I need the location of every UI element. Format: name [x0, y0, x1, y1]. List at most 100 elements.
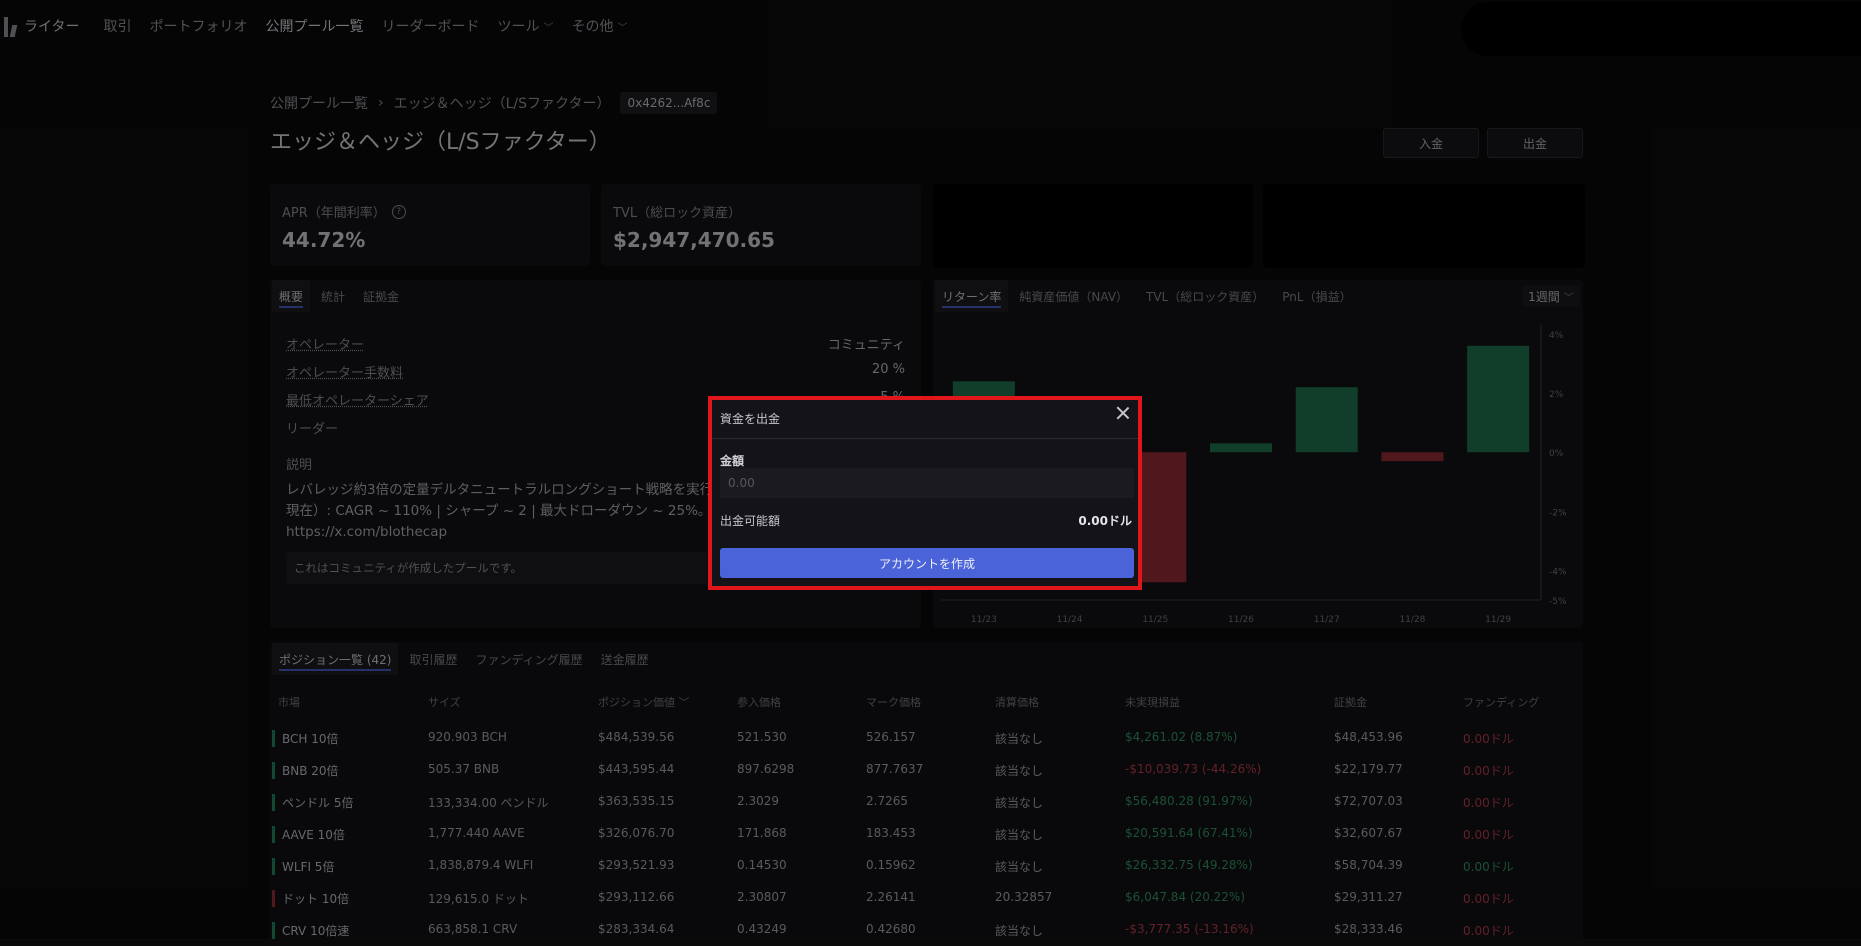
cell-market[interactable]: AAVE 10倍 [272, 826, 345, 843]
cell-funding: 0.00ドル [1463, 732, 1514, 746]
cell-market[interactable]: ペンドル 5倍 [272, 794, 353, 811]
table-row[interactable]: WLFI 5倍 1,838,879.4 WLFI $293,521.93 0.1453… [270, 850, 1583, 882]
deposit-button[interactable]: 入金 [1383, 128, 1479, 158]
table-row[interactable]: CRV 10倍速 663,858.1 CRV $283,334.64 0.43249 0… [270, 914, 1583, 946]
cell-value: $293,521.93 [598, 858, 675, 872]
nav-item-public-pools[interactable]: 公開プール一覧 [265, 19, 364, 35]
breadcrumb-current: エッジ＆ヘッジ（L/Sファクター） [393, 96, 611, 112]
cell-margin: $32,607.67 [1334, 826, 1403, 840]
description-text: レバレッジ約3倍の定量デルタニュートラルロングショート戦略を実行しています。 現… [286, 480, 896, 543]
cell-mark: 0.42680 [866, 922, 916, 936]
cell-market[interactable]: BNB 20倍 [272, 762, 339, 779]
col-margin[interactable]: 証拠金 [1334, 696, 1367, 709]
cell-funding: 0.00ドル [1463, 892, 1514, 906]
tab-margin[interactable]: 証拠金 [363, 289, 400, 304]
fee-label[interactable]: オペレーター手数料 [286, 366, 404, 381]
chevron-down-icon: ﹀ [678, 696, 690, 709]
cell-size: 129,615.0 ドット [428, 892, 529, 906]
description-link[interactable]: https://x.com/blothecap [286, 524, 448, 540]
period-select[interactable]: 1週間 ﹀ [1522, 285, 1580, 307]
modal-title: 資金を出金 [720, 412, 781, 426]
page-title: エッジ＆ヘッジ（L/Sファクター） [270, 130, 611, 155]
table-row[interactable]: ペンドル 5倍 133,334.00 ペンドル $363,535.15 2.3029 2… [270, 786, 1583, 818]
col-mark[interactable]: マーク価格 [866, 696, 921, 709]
amount-label: 金額 [720, 454, 745, 468]
operator-label[interactable]: オペレーター [286, 338, 365, 353]
account-area[interactable] [1461, 2, 1861, 56]
cell-liq: 該当なし [995, 860, 1044, 874]
logo[interactable]: ライター [4, 15, 79, 37]
y-tick-label: -4% [1549, 567, 1567, 577]
cell-market[interactable]: ドット 10倍 [272, 890, 349, 907]
chart-tabs: リターン率 純資産価値（NAV） TVL（総ロック資産） PnL（損益） [935, 280, 1359, 312]
chevron-down-icon: ﹀ [617, 22, 628, 34]
tab-pnl[interactable]: PnL（損益） [1282, 289, 1352, 304]
cell-size: 1,777.440 AAVE [428, 826, 525, 840]
cell-funding: 0.00ドル [1463, 764, 1514, 778]
apr-label: APR（年間利率） [282, 206, 386, 221]
table-row[interactable]: BCH 10倍 920.903 BCH $484,539.56 521.530 526.… [270, 722, 1583, 754]
close-icon[interactable] [1116, 406, 1130, 420]
col-size[interactable]: サイズ [428, 696, 461, 709]
nav-item-more[interactable]: その他 ﹀ [571, 16, 627, 36]
fee-row: オペレーター手数料 20 % [286, 362, 905, 381]
col-entry[interactable]: 参入価格 [737, 696, 781, 709]
tab-return-rate[interactable]: リターン率 [935, 280, 1009, 312]
tab-trade-history[interactable]: 取引履歴 [409, 652, 458, 667]
nav-item-tools-label: ツール [497, 19, 540, 35]
col-position-value[interactable]: ポジション価値 ﹀ [598, 694, 690, 710]
cell-market[interactable]: WLFI 5倍 [272, 858, 334, 875]
x-tick-label: 11/26 [1228, 615, 1254, 625]
cell-value: $443,595.44 [598, 762, 675, 776]
description-label: 説明 [286, 458, 313, 473]
tvl-value: $2,947,470.65 [613, 228, 775, 252]
x-tick-label: 11/28 [1399, 615, 1425, 625]
col-liq[interactable]: 清算価格 [995, 696, 1039, 709]
nav-item-portfolio[interactable]: ポートフォリオ [149, 19, 248, 35]
amount-input[interactable] [720, 468, 1134, 498]
positions-panel: ポジション一覧 (42) 取引履歴 ファンディング履歴 送金履歴 市場 サイズ … [270, 642, 1583, 939]
cell-mark: 2.7265 [866, 794, 908, 808]
tab-transfer-history[interactable]: 送金履歴 [600, 652, 649, 667]
cell-entry: 171.868 [737, 826, 787, 840]
col-pnl[interactable]: 未実現損益 [1125, 696, 1180, 709]
table-row[interactable]: BNB 20倍 505.37 BNB $443,595.44 897.6298 877.… [270, 754, 1583, 786]
nav-item-leaderboard[interactable]: リーダーボード [381, 19, 480, 35]
apr-label-row: APR（年間利率）? [282, 202, 406, 221]
cell-funding: 0.00ドル [1463, 796, 1514, 810]
breadcrumb-root[interactable]: 公開プール一覧 [270, 96, 368, 112]
col-market[interactable]: 市場 [278, 696, 300, 709]
tab-positions[interactable]: ポジション一覧 (42) [272, 643, 399, 675]
cell-market[interactable]: CRV 10倍速 [272, 922, 349, 939]
available-label: 出金可能額 [720, 514, 781, 528]
cell-entry: 2.30807 [737, 890, 787, 904]
cell-size: 1,838,879.4 WLFI [428, 858, 534, 872]
breadcrumb: 公開プール一覧 › エッジ＆ヘッジ（L/Sファクター） 0x4262...Af8… [270, 92, 718, 114]
cell-market[interactable]: BCH 10倍 [272, 730, 339, 747]
tab-tvl[interactable]: TVL（総ロック資産） [1146, 289, 1265, 304]
min-share-label[interactable]: 最低オペレーターシェア [286, 394, 429, 409]
withdraw-button[interactable]: 出金 [1487, 128, 1583, 158]
cell-value: $363,535.15 [598, 794, 675, 808]
nav-item-more-label: その他 [571, 19, 614, 35]
table-row[interactable]: AAVE 10倍 1,777.440 AAVE $326,076.70 171.868… [270, 818, 1583, 850]
cell-margin: $29,311.27 [1334, 890, 1403, 904]
tab-funding-history[interactable]: ファンディング履歴 [475, 652, 583, 667]
table-row[interactable]: ドット 10倍 129,615.0 ドット $293,112.66 2.30807 2.… [270, 882, 1583, 914]
cell-liq: 該当なし [995, 924, 1044, 938]
cell-value: $484,539.56 [598, 730, 675, 744]
tab-overview[interactable]: 概要 [272, 280, 311, 312]
col-funding[interactable]: ファンディング [1463, 696, 1540, 709]
top-nav: ライター 取引 ポートフォリオ 公開プール一覧 リーダーボード ツール ﹀ その他… [0, 0, 1861, 56]
apr-value: 44.72% [282, 228, 366, 252]
tab-nav[interactable]: 純資産価値（NAV） [1019, 289, 1129, 304]
tab-stats[interactable]: 統計 [321, 289, 346, 304]
operator-row: オペレーター コミュニティ [286, 334, 905, 353]
create-account-button[interactable]: アカウントを作成 [720, 548, 1134, 578]
pool-address[interactable]: 0x4262...Af8c [620, 92, 718, 114]
cell-entry: 521.530 [737, 730, 787, 744]
chart-bar [1295, 387, 1358, 453]
nav-item-tools[interactable]: ツール ﹀ [497, 16, 553, 36]
help-icon[interactable]: ? [391, 204, 406, 219]
nav-item-trade[interactable]: 取引 [103, 19, 132, 35]
